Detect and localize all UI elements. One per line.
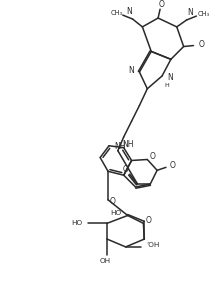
Text: O: O <box>170 161 176 170</box>
Text: H: H <box>164 83 169 88</box>
Text: ’OH: ’OH <box>146 242 160 248</box>
Text: N: N <box>129 66 135 74</box>
Text: CH₃: CH₃ <box>197 11 209 17</box>
Text: NH: NH <box>114 142 126 151</box>
Text: N: N <box>188 8 193 17</box>
Text: O: O <box>159 0 165 9</box>
Text: NH: NH <box>122 140 133 149</box>
Text: O: O <box>198 40 204 49</box>
Text: HO: HO <box>71 220 82 226</box>
Text: N: N <box>126 7 132 16</box>
Text: HO: HO <box>110 209 122 215</box>
Text: O: O <box>145 216 151 225</box>
Text: O: O <box>110 197 116 206</box>
Text: N: N <box>167 74 173 83</box>
Text: CH₃: CH₃ <box>111 10 123 16</box>
Text: O: O <box>149 152 155 161</box>
Text: OH: OH <box>100 258 111 264</box>
Text: O: O <box>123 165 129 174</box>
